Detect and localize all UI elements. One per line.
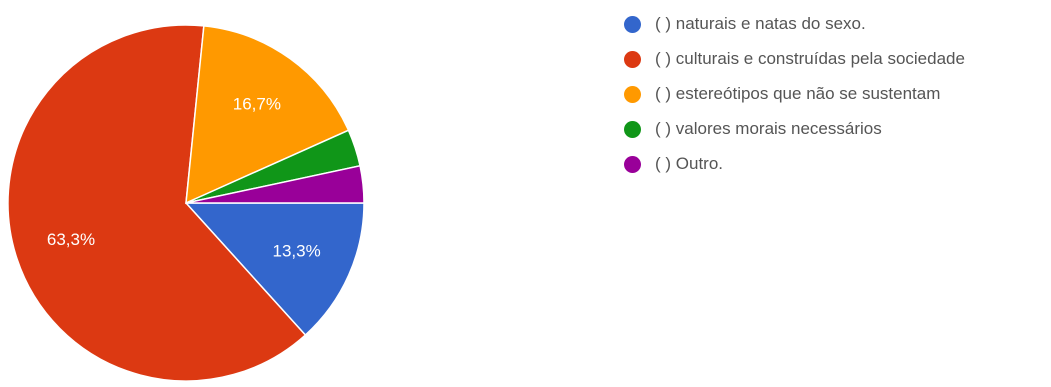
chart-legend: ( ) naturais e natas do sexo. ( ) cultura… (624, 11, 1049, 186)
legend-item-2: ( ) estereótipos que não se sustentam (624, 81, 1049, 107)
pie-slice-1 (7, 24, 307, 382)
legend-swatch-icon (624, 51, 641, 68)
pie-slice-0 (184, 202, 365, 337)
legend-swatch-icon (624, 121, 641, 138)
slice-label-0: 13,3% (273, 242, 321, 261)
legend-item-3: ( ) valores morais necessários (624, 116, 1049, 142)
pie-chart: 13,3% 63,3% 16,7% (7, 24, 365, 382)
pie-slice-4 (185, 164, 365, 204)
legend-swatch-icon (624, 86, 641, 103)
legend-label: ( ) valores morais necessários (655, 119, 882, 138)
slice-label-1: 63,3% (47, 230, 95, 249)
legend-item-0: ( ) naturais e natas do sexo. (624, 11, 1049, 37)
legend-swatch-icon (624, 16, 641, 33)
legend-label: ( ) Outro. (655, 154, 724, 173)
legend-label: ( ) naturais e natas do sexo. (655, 14, 866, 33)
legend-swatch-icon (624, 156, 641, 173)
legend-label: ( ) culturais e construídas pela socieda… (655, 49, 965, 68)
legend-label: ( ) estereótipos que não se sustentam (655, 84, 941, 103)
legend-item-1: ( ) culturais e construídas pela socieda… (624, 46, 1049, 72)
pie-slice-2 (185, 25, 350, 205)
legend-item-4: ( ) Outro. (624, 151, 1049, 177)
slice-label-2: 16,7% (233, 94, 281, 113)
